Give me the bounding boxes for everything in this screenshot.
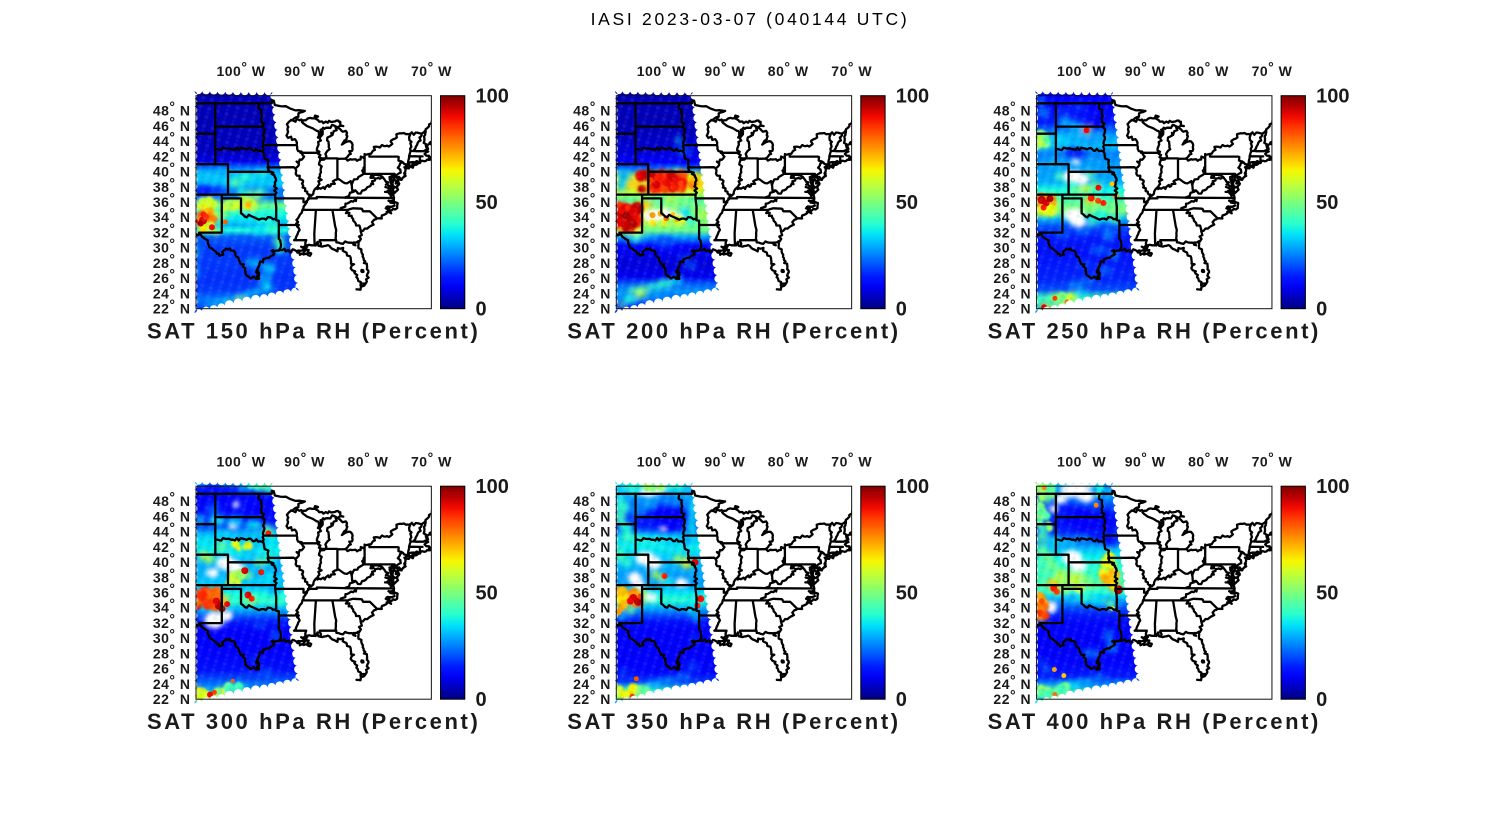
- svg-text:SAT 200 hPa RH (Percent): SAT 200 hPa RH (Percent): [567, 318, 900, 343]
- svg-text:SAT 300 hPa RH (Percent): SAT 300 hPa RH (Percent): [147, 709, 480, 734]
- svg-text:SAT 400 hPa RH (Percent): SAT 400 hPa RH (Percent): [988, 709, 1321, 734]
- svg-text:SAT 150 hPa RH (Percent): SAT 150 hPa RH (Percent): [147, 318, 480, 343]
- svg-text:SAT 250 hPa RH (Percent): SAT 250 hPa RH (Percent): [988, 318, 1321, 343]
- svg-text:IASI 2023-03-07 (040144 UTC): IASI 2023-03-07 (040144 UTC): [591, 9, 910, 29]
- svg-text:SAT 350 hPa RH (Percent): SAT 350 hPa RH (Percent): [567, 709, 900, 734]
